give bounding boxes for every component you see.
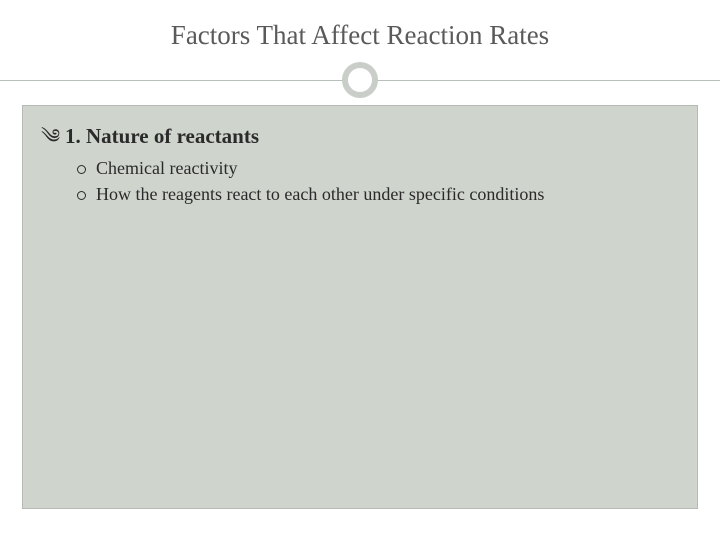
content-box: ༄ 1. Nature of reactants Chemical reacti…	[22, 105, 698, 509]
main-list-item: ༄ 1. Nature of reactants	[41, 124, 679, 149]
circle-bullet-icon	[77, 191, 86, 200]
sub-list: Chemical reactivity How the reagents rea…	[77, 157, 679, 205]
slide: Factors That Affect Reaction Rates ༄ 1. …	[0, 0, 720, 540]
circle-bullet-icon	[77, 165, 86, 174]
swirl-bullet-icon: ༄	[41, 127, 61, 147]
sub-item-text: How the reagents react to each other und…	[96, 183, 544, 206]
circle-decoration-icon	[342, 62, 378, 98]
sub-item-text: Chemical reactivity	[96, 157, 237, 180]
slide-title: Factors That Affect Reaction Rates	[0, 20, 720, 51]
sub-list-item: How the reagents react to each other und…	[77, 183, 679, 206]
sub-list-item: Chemical reactivity	[77, 157, 679, 180]
main-item-text: 1. Nature of reactants	[65, 124, 259, 149]
